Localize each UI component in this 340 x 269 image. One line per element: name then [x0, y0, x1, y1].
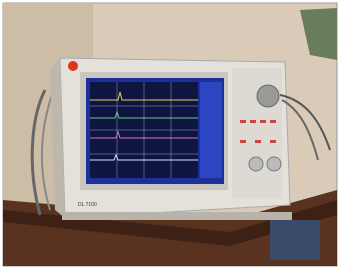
model-label: DL 7100: [78, 202, 97, 208]
knob: [249, 157, 263, 171]
knob: [257, 85, 279, 107]
oscilloscope-base: [62, 212, 292, 220]
power-light: [68, 61, 78, 71]
knob: [267, 157, 281, 171]
screen-menu: [200, 82, 222, 178]
box: [270, 220, 320, 260]
photo: DL 7100: [0, 0, 340, 269]
